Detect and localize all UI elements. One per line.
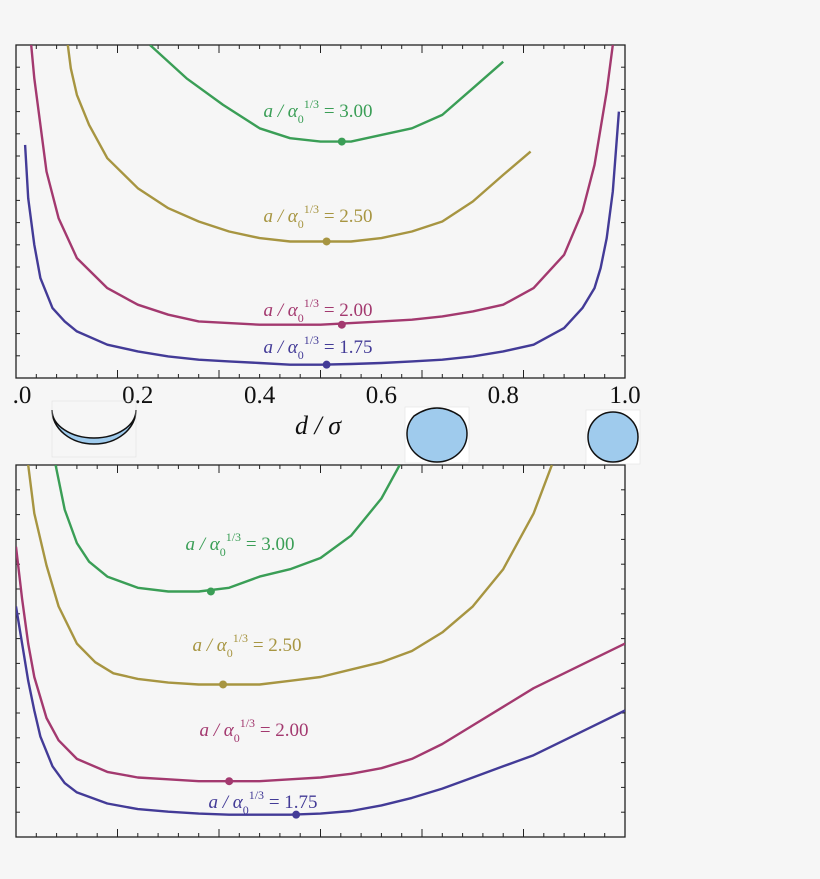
series-label: a / α01/3 = 3.00 — [185, 530, 294, 559]
series-marker — [322, 237, 331, 246]
series-line — [54, 465, 401, 593]
series-label: a / α01/3 = 1.75 — [263, 333, 372, 362]
x-axis-label: d / σ — [295, 411, 342, 440]
series-line — [23, 111, 621, 366]
series-line — [27, 465, 554, 686]
series-label: a / α01/3 = 1.75 — [208, 788, 317, 817]
series-marker — [225, 777, 234, 786]
series-line — [66, 45, 532, 243]
x-tick-label: 1.0 — [609, 382, 640, 409]
top-panel: a / α01/3 = 3.00 a / α01/3 = 2.50 a / α01/… — [15, 44, 626, 379]
series-line — [16, 606, 625, 816]
x-tick-labels: .0 0.2 0.4 0.6 0.8 1.0 — [13, 382, 641, 409]
series-label: a / α01/3 = 2.00 — [199, 716, 308, 745]
series-marker — [337, 137, 346, 146]
x-tick-label: 0.2 — [122, 382, 153, 409]
series-line — [30, 45, 614, 326]
series-label: a / α01/3 = 2.50 — [263, 202, 372, 231]
series-line — [16, 546, 625, 783]
plot-frame — [15, 464, 626, 838]
series-label: a / α01/3 = 2.50 — [192, 631, 301, 660]
series-marker — [322, 360, 331, 369]
x-tick-label: 0.8 — [488, 382, 519, 409]
circle-shape — [585, 409, 641, 465]
series-marker — [337, 320, 346, 329]
series-label: a / α01/3 = 3.00 — [263, 97, 372, 126]
series-marker — [219, 680, 228, 689]
series-line — [149, 45, 504, 143]
series-marker — [292, 810, 301, 819]
crescent-shape — [51, 400, 137, 458]
series-label: a / α01/3 = 2.00 — [263, 296, 372, 325]
sphere-shape — [404, 406, 470, 464]
x-tick-label: 0.6 — [366, 382, 397, 409]
series-marker — [206, 587, 215, 596]
x-tick-label: 0.4 — [244, 382, 276, 409]
x-tick-label: .0 — [13, 382, 32, 409]
bottom-panel: a / α01/3 = 3.00 a / α01/3 = 2.50 a / α01/… — [15, 464, 626, 838]
